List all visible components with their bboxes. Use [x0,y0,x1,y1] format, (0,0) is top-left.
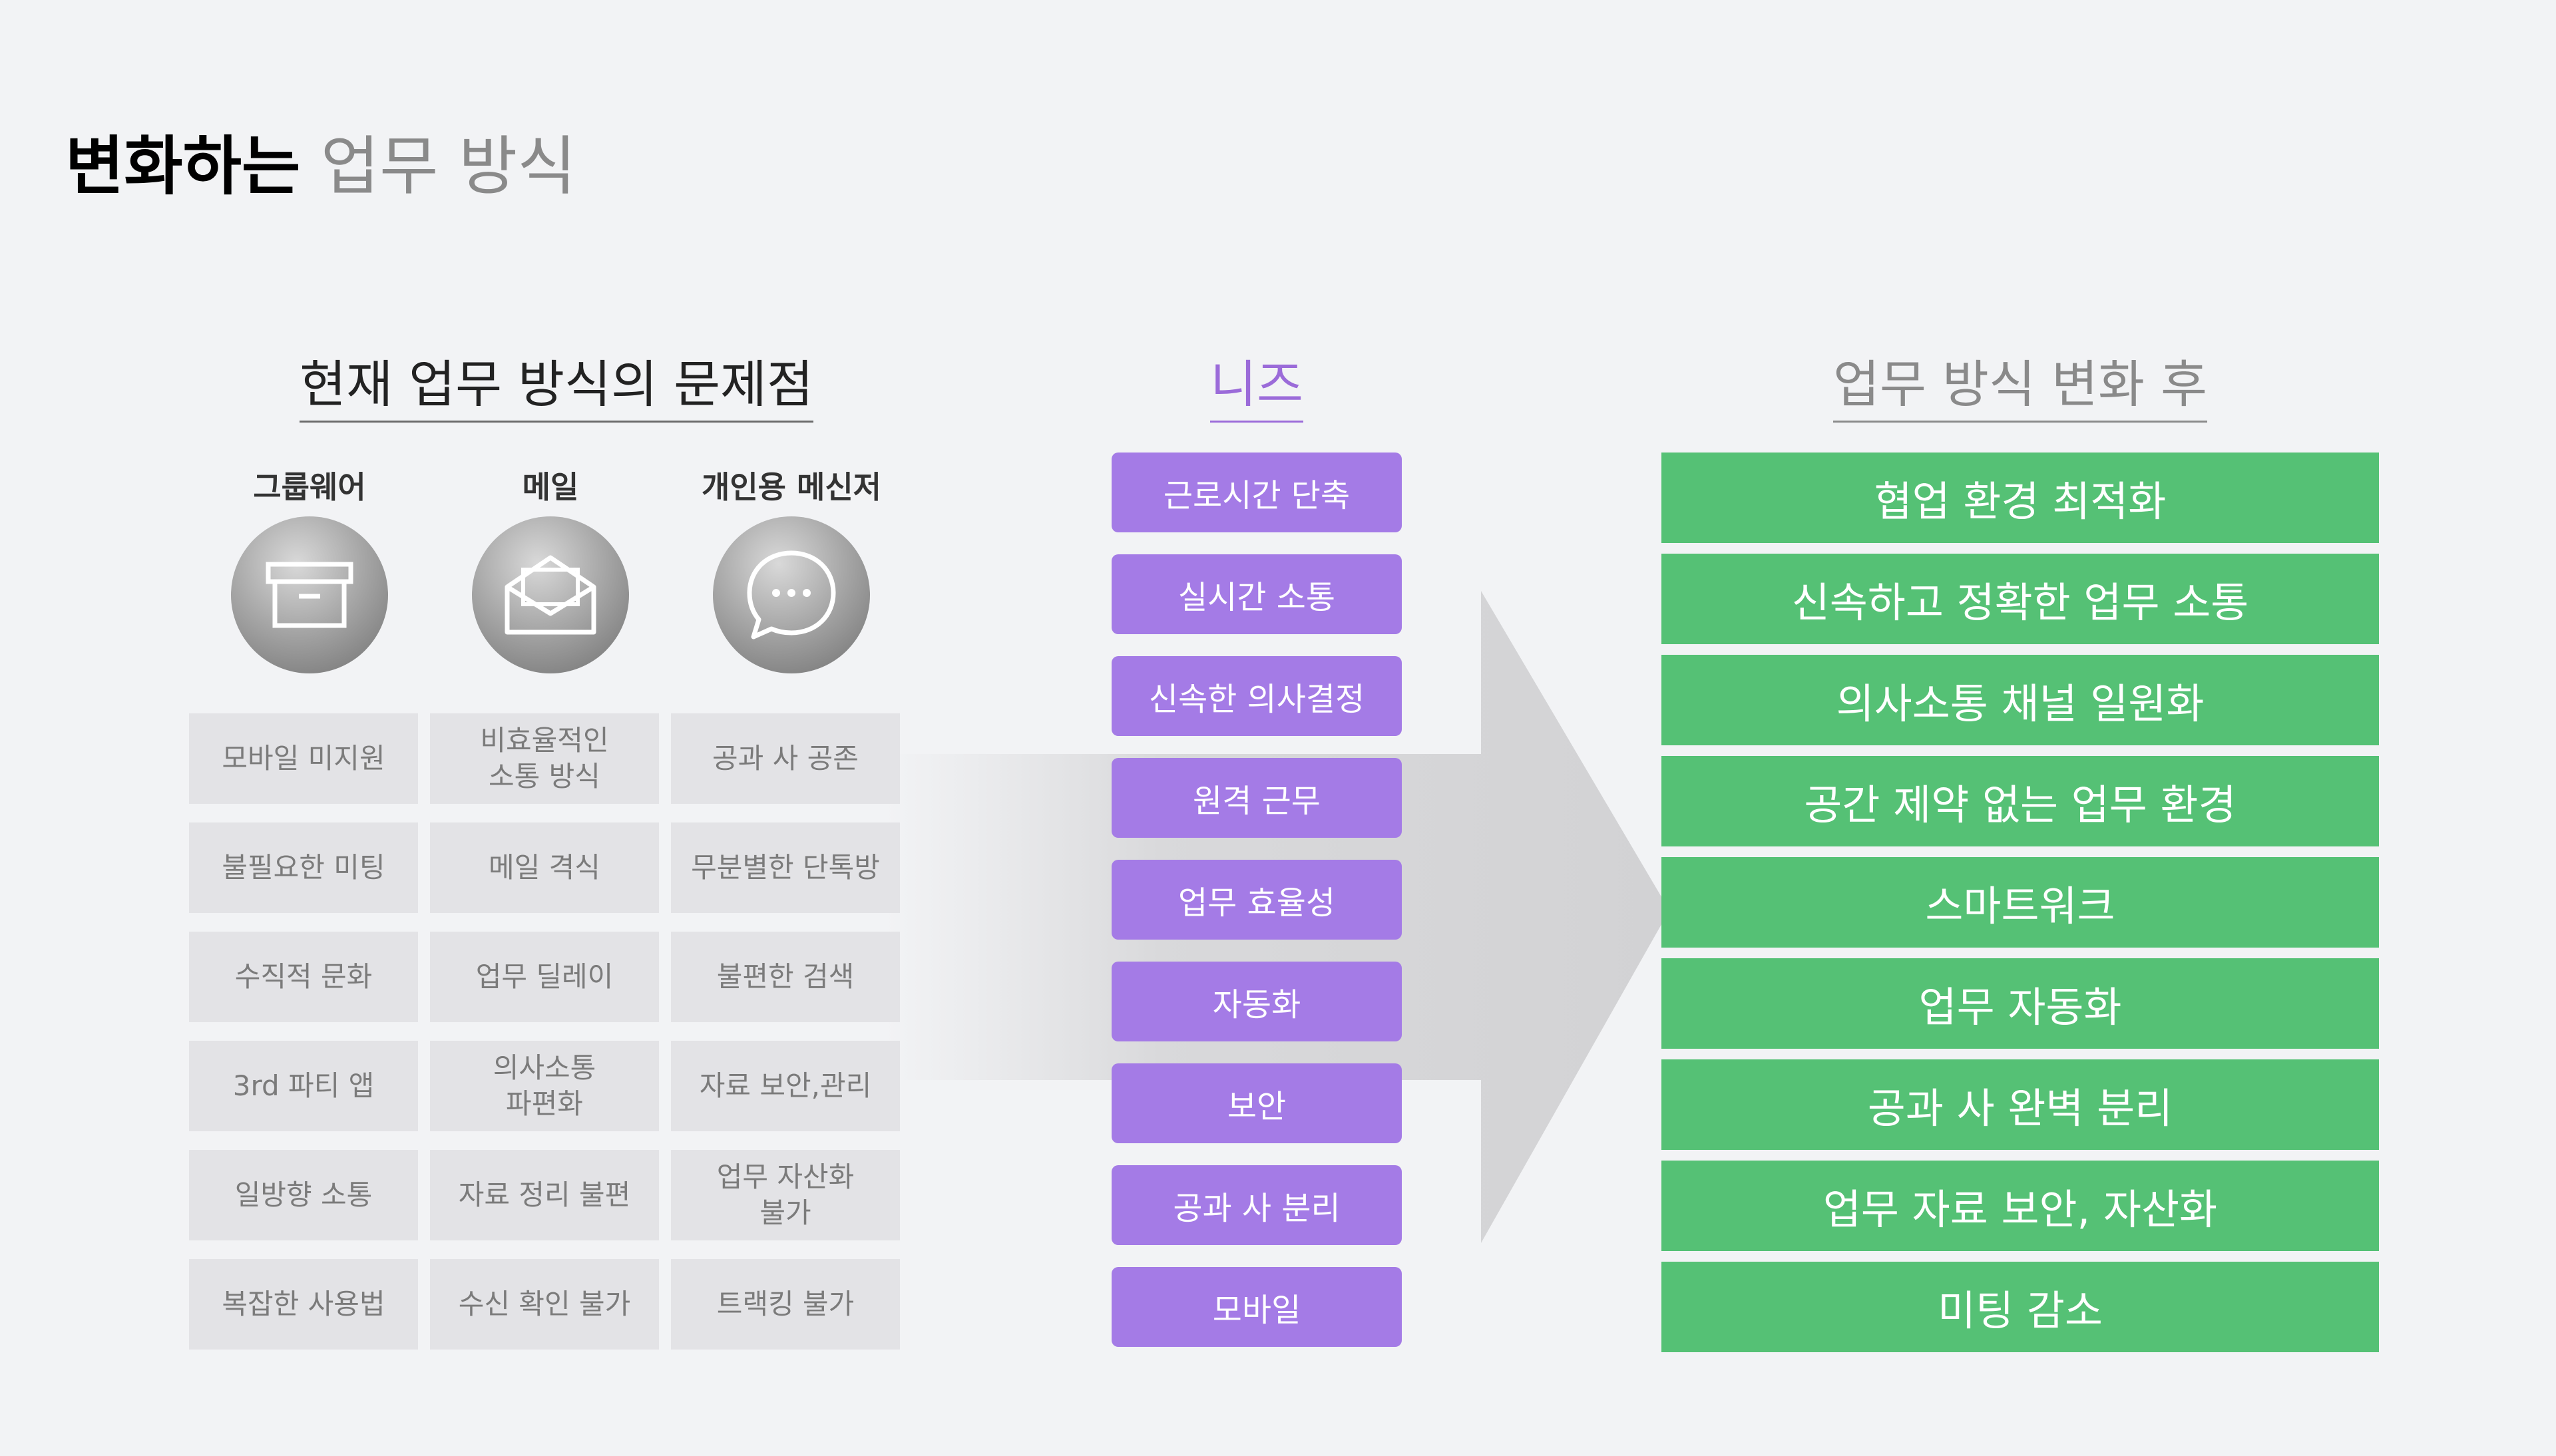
after-item: 의사소통 채널 일원화 [1661,655,2379,745]
problem-cell: 모바일 미지원 [189,713,418,804]
problems-grid: 모바일 미지원 비효율적인 소통 방식 공과 사 공존 불필요한 미팅 메일 격… [189,713,900,1350]
title-strong: 변화하는 [65,129,301,204]
after-item: 공과 사 완벽 분리 [1661,1059,2379,1150]
after-item: 스마트워크 [1661,857,2379,948]
after-item: 협업 환경 최적화 [1661,453,2379,543]
need-item: 공과 사 분리 [1112,1165,1402,1245]
after-item: 신속하고 정확한 업무 소통 [1661,554,2379,644]
after-list: 협업 환경 최적화 신속하고 정확한 업무 소통 의사소통 채널 일원화 공간 … [1661,453,2379,1363]
problem-cell: 3rd 파티 앱 [189,1041,418,1131]
need-item: 근로시간 단축 [1112,453,1402,532]
after-item: 공간 제약 없는 업무 환경 [1661,756,2379,846]
need-item: 신속한 의사결정 [1112,656,1402,736]
problem-cell: 비효율적인 소통 방식 [430,713,659,804]
chat-bubble-icon [713,516,870,673]
page-title: 변화하는 업무 방식 [65,126,576,206]
problem-cell: 업무 자산화 불가 [671,1150,900,1240]
problems-heading: 현재 업무 방식의 문제점 [190,351,923,423]
title-light: 업무 방식 [320,129,576,204]
problem-cell: 의사소통 파편화 [430,1041,659,1131]
after-item: 업무 자동화 [1661,958,2379,1049]
after-item: 미팅 감소 [1661,1262,2379,1352]
tool-messenger: 개인용 메신저 [671,466,912,673]
archive-box-icon [231,516,388,673]
problem-cell: 불편한 검색 [671,932,900,1022]
after-item: 업무 자료 보안, 자산화 [1661,1161,2379,1251]
need-item: 모바일 [1112,1267,1402,1347]
tool-label: 메일 [522,469,579,505]
tool-label: 개인용 메신저 [702,469,881,505]
needs-heading: 니즈 [1112,351,1402,423]
problem-cell: 자료 보안,관리 [671,1041,900,1131]
problem-cell: 메일 격식 [430,822,659,913]
need-item: 보안 [1112,1063,1402,1143]
problem-cell: 업무 딜레이 [430,932,659,1022]
needs-list: 근로시간 단축 실시간 소통 신속한 의사결정 원격 근무 업무 효율성 자동화… [1112,453,1402,1369]
problem-cell: 공과 사 공존 [671,713,900,804]
need-item: 원격 근무 [1112,758,1402,838]
tool-groupware: 그룹웨어 [189,466,430,673]
problem-cell: 무분별한 단톡방 [671,822,900,913]
problem-cell: 자료 정리 불편 [430,1150,659,1240]
need-item: 업무 효율성 [1112,860,1402,940]
after-heading: 업무 방식 변화 후 [1661,351,2379,423]
need-item: 실시간 소통 [1112,554,1402,634]
problem-cell: 수신 확인 불가 [430,1259,659,1350]
problem-cell: 불필요한 미팅 [189,822,418,913]
envelope-icon [472,516,629,673]
problem-cell: 수직적 문화 [189,932,418,1022]
need-item: 자동화 [1112,962,1402,1041]
tool-mail: 메일 [430,466,671,673]
problem-cell: 트랙킹 불가 [671,1259,900,1350]
problem-cell: 일방향 소통 [189,1150,418,1240]
tool-label: 그룹웨어 [253,469,366,505]
problem-cell: 복잡한 사용법 [189,1259,418,1350]
